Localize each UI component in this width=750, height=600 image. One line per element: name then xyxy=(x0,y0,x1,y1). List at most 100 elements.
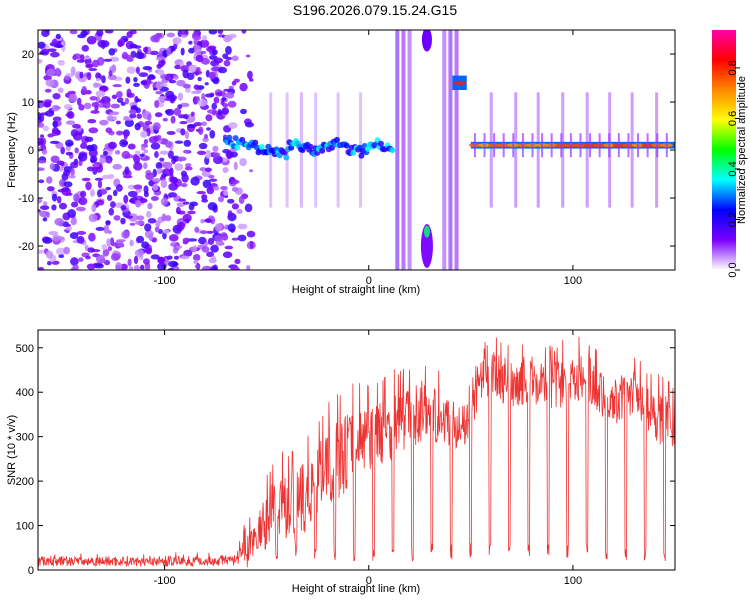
snr-y-tick-label: 200 xyxy=(16,476,34,488)
noise-speckle xyxy=(45,211,50,218)
noise-speckle xyxy=(154,226,160,233)
noise-speckle xyxy=(62,221,70,228)
colorbar-tick-label: 0.2 xyxy=(727,212,739,227)
noise-speckle xyxy=(207,45,217,50)
noise-speckle xyxy=(166,47,171,56)
noise-speckle xyxy=(233,78,240,83)
noise-speckle xyxy=(231,203,239,210)
noise-speckle xyxy=(68,93,78,103)
noise-speckle xyxy=(180,47,185,56)
spectrogram-x-label: Height of straight line (km) xyxy=(292,284,420,296)
noise-speckle xyxy=(148,136,159,144)
noise-speckle xyxy=(155,90,163,95)
noise-speckle xyxy=(38,179,45,184)
noise-speckle xyxy=(160,83,168,87)
noise-speckle xyxy=(245,54,251,58)
noise-speckle xyxy=(158,256,164,263)
noise-speckle xyxy=(162,229,170,234)
noise-speckle xyxy=(109,111,120,116)
noise-speckle xyxy=(50,155,60,164)
noise-speckle xyxy=(185,163,192,168)
noise-speckle xyxy=(129,239,134,247)
noise-speckle xyxy=(177,221,186,230)
noise-speckle xyxy=(42,125,49,132)
noise-speckle xyxy=(103,150,108,156)
noise-speckle xyxy=(180,30,187,35)
noise-speckle xyxy=(161,173,167,178)
noise-speckle xyxy=(133,265,140,270)
noise-speckle xyxy=(117,40,124,48)
noise-speckle xyxy=(39,205,50,211)
noise-speckle xyxy=(212,152,221,157)
noise-speckle xyxy=(63,246,71,255)
spectrogram-y-tick-label: 20 xyxy=(22,49,34,61)
noise-speckle xyxy=(206,186,215,195)
noise-speckle xyxy=(108,48,116,56)
noise-speckle xyxy=(149,50,159,56)
noise-speckle xyxy=(83,102,92,110)
noise-speckle xyxy=(238,195,245,205)
colorbar-tick-label: 0.8 xyxy=(727,60,739,75)
noise-speckle xyxy=(150,196,159,201)
noise-speckle xyxy=(121,230,130,239)
noise-speckle xyxy=(127,184,136,190)
noise-speckle xyxy=(196,191,206,195)
noise-speckle xyxy=(225,56,233,61)
noise-speckle xyxy=(73,193,80,202)
noise-speckle xyxy=(133,161,143,171)
noise-speckle xyxy=(38,137,45,146)
noise-speckle xyxy=(190,111,195,117)
noise-speckle xyxy=(104,30,114,34)
spectrogram-y-tick-label: -20 xyxy=(18,241,34,253)
vertical-streak xyxy=(561,92,565,208)
snr-x-tick-label: 100 xyxy=(564,575,582,587)
noise-speckle xyxy=(140,130,148,138)
noise-speckle xyxy=(135,98,142,103)
noise-speckle xyxy=(218,66,228,74)
noise-speckle xyxy=(88,127,99,134)
noise-speckle xyxy=(145,172,155,181)
noise-speckle xyxy=(164,97,172,101)
carrier-flare xyxy=(656,133,659,158)
noise-speckle xyxy=(115,120,121,125)
noise-speckle xyxy=(182,213,192,223)
noise-speckle xyxy=(66,142,74,146)
noise-speckle xyxy=(142,65,153,71)
noise-speckle xyxy=(228,122,238,129)
noise-speckle xyxy=(80,54,85,62)
noise-speckle xyxy=(194,226,200,233)
noise-speckle xyxy=(85,181,92,191)
noise-speckle xyxy=(120,217,126,225)
noise-speckle xyxy=(139,153,145,157)
noise-speckle xyxy=(120,204,127,211)
noise-speckle xyxy=(156,168,162,175)
noise-speckle xyxy=(182,69,189,79)
noise-speckle xyxy=(201,265,212,270)
noise-speckle xyxy=(123,194,129,204)
noise-speckle xyxy=(213,57,224,64)
noise-speckle xyxy=(247,70,253,80)
noise-speckle xyxy=(188,64,198,73)
noise-speckle xyxy=(57,59,65,66)
noise-speckle xyxy=(154,112,163,118)
noise-speckle xyxy=(87,247,95,253)
noise-speckle xyxy=(61,172,69,181)
noise-speckle xyxy=(65,113,72,117)
noise-speckle xyxy=(177,104,183,109)
noise-speckle xyxy=(85,255,91,260)
noise-speckle xyxy=(207,237,215,245)
noise-speckle xyxy=(200,230,208,235)
colorbar-tick-label: 0.4 xyxy=(727,161,739,176)
noise-speckle xyxy=(72,264,79,270)
carrier-blob xyxy=(232,135,239,142)
noise-speckle xyxy=(49,163,56,170)
snr-y-ticks: 0 100 200 300 400 500 xyxy=(16,343,675,577)
noise-speckle xyxy=(167,192,178,198)
noise-speckle xyxy=(128,213,139,222)
noise-speckle xyxy=(125,215,133,219)
spectrogram-x-ticks: -100 0 100 xyxy=(154,30,582,287)
carrier-blob xyxy=(378,140,384,147)
noise-speckle xyxy=(158,101,164,108)
noise-speckle xyxy=(169,173,174,183)
